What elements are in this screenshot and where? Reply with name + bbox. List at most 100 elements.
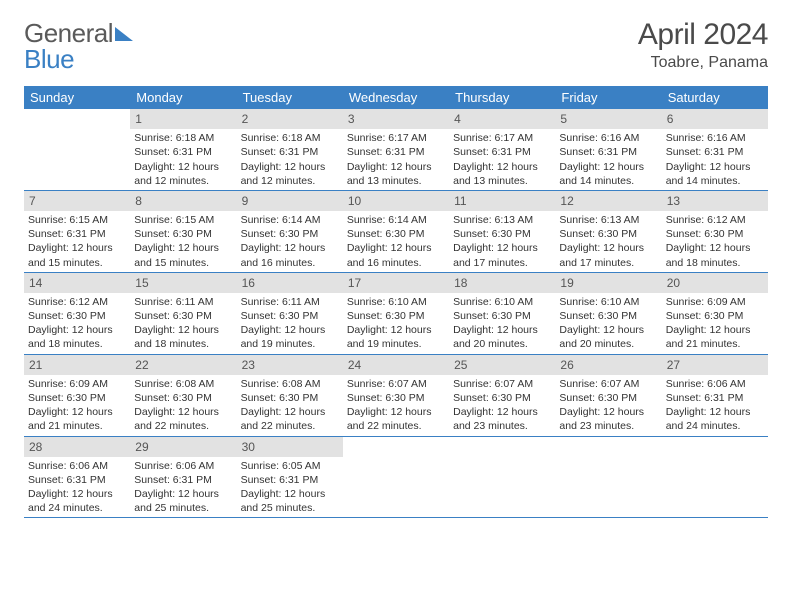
logo-word2: Blue (24, 44, 74, 75)
sunset-text: Sunset: 6:30 PM (134, 391, 232, 405)
sunset-text: Sunset: 6:30 PM (453, 309, 551, 323)
sunset-text: Sunset: 6:30 PM (666, 227, 764, 241)
day-number: 21 (24, 355, 130, 375)
sunrise-text: Sunrise: 6:15 AM (28, 213, 126, 227)
sunrise-text: Sunrise: 6:06 AM (28, 459, 126, 473)
daylight-text: Daylight: 12 hours and 25 minutes. (241, 487, 339, 515)
day-cell (24, 109, 130, 190)
sunset-text: Sunset: 6:30 PM (28, 309, 126, 323)
day-number: 18 (449, 273, 555, 293)
day-cell (662, 437, 768, 518)
day-body: Sunrise: 6:07 AMSunset: 6:30 PMDaylight:… (449, 377, 555, 436)
day-cell: 15Sunrise: 6:11 AMSunset: 6:30 PMDayligh… (130, 273, 236, 354)
day-body: Sunrise: 6:06 AMSunset: 6:31 PMDaylight:… (24, 459, 130, 518)
daylight-text: Daylight: 12 hours and 18 minutes. (666, 241, 764, 269)
day-cell: 1Sunrise: 6:18 AMSunset: 6:31 PMDaylight… (130, 109, 236, 190)
day-cell: 10Sunrise: 6:14 AMSunset: 6:30 PMDayligh… (343, 191, 449, 272)
daylight-text: Daylight: 12 hours and 22 minutes. (347, 405, 445, 433)
sunset-text: Sunset: 6:30 PM (347, 227, 445, 241)
sunrise-text: Sunrise: 6:12 AM (666, 213, 764, 227)
day-body: Sunrise: 6:13 AMSunset: 6:30 PMDaylight:… (449, 213, 555, 272)
sunrise-text: Sunrise: 6:16 AM (666, 131, 764, 145)
sunset-text: Sunset: 6:31 PM (453, 145, 551, 159)
day-body: Sunrise: 6:15 AMSunset: 6:31 PMDaylight:… (24, 213, 130, 272)
day-number: 30 (237, 437, 343, 457)
day-body: Sunrise: 6:07 AMSunset: 6:30 PMDaylight:… (555, 377, 661, 436)
sunset-text: Sunset: 6:31 PM (134, 145, 232, 159)
day-body: Sunrise: 6:05 AMSunset: 6:31 PMDaylight:… (237, 459, 343, 518)
logo-triangle-icon (115, 27, 133, 41)
daylight-text: Daylight: 12 hours and 21 minutes. (28, 405, 126, 433)
day-cell (449, 437, 555, 518)
weekday-fri: Friday (555, 86, 661, 109)
day-number: 1 (130, 109, 236, 129)
daylight-text: Daylight: 12 hours and 25 minutes. (134, 487, 232, 515)
day-body: Sunrise: 6:14 AMSunset: 6:30 PMDaylight:… (343, 213, 449, 272)
day-number: 22 (130, 355, 236, 375)
sunrise-text: Sunrise: 6:09 AM (28, 377, 126, 391)
day-number: 23 (237, 355, 343, 375)
day-body: Sunrise: 6:18 AMSunset: 6:31 PMDaylight:… (237, 131, 343, 190)
day-cell: 7Sunrise: 6:15 AMSunset: 6:31 PMDaylight… (24, 191, 130, 272)
sunrise-text: Sunrise: 6:10 AM (453, 295, 551, 309)
day-cell: 2Sunrise: 6:18 AMSunset: 6:31 PMDaylight… (237, 109, 343, 190)
day-body: Sunrise: 6:09 AMSunset: 6:30 PMDaylight:… (24, 377, 130, 436)
sunset-text: Sunset: 6:31 PM (134, 473, 232, 487)
sunrise-text: Sunrise: 6:06 AM (666, 377, 764, 391)
weeks-container: 1Sunrise: 6:18 AMSunset: 6:31 PMDaylight… (24, 109, 768, 518)
sunrise-text: Sunrise: 6:11 AM (241, 295, 339, 309)
day-cell (555, 437, 661, 518)
daylight-text: Daylight: 12 hours and 18 minutes. (28, 323, 126, 351)
sunset-text: Sunset: 6:30 PM (241, 309, 339, 323)
location: Toabre, Panama (638, 54, 768, 72)
sunrise-text: Sunrise: 6:18 AM (241, 131, 339, 145)
day-number: 13 (662, 191, 768, 211)
sunset-text: Sunset: 6:30 PM (28, 391, 126, 405)
sunrise-text: Sunrise: 6:12 AM (28, 295, 126, 309)
daylight-text: Daylight: 12 hours and 24 minutes. (666, 405, 764, 433)
day-number: 28 (24, 437, 130, 457)
day-body: Sunrise: 6:18 AMSunset: 6:31 PMDaylight:… (130, 131, 236, 190)
daylight-text: Daylight: 12 hours and 13 minutes. (347, 160, 445, 188)
month-title: April 2024 (638, 18, 768, 52)
week-row: 1Sunrise: 6:18 AMSunset: 6:31 PMDaylight… (24, 109, 768, 191)
weekday-mon: Monday (130, 86, 236, 109)
daylight-text: Daylight: 12 hours and 15 minutes. (134, 241, 232, 269)
day-number: 7 (24, 191, 130, 211)
daylight-text: Daylight: 12 hours and 18 minutes. (134, 323, 232, 351)
day-number: 6 (662, 109, 768, 129)
day-cell: 6Sunrise: 6:16 AMSunset: 6:31 PMDaylight… (662, 109, 768, 190)
day-cell: 14Sunrise: 6:12 AMSunset: 6:30 PMDayligh… (24, 273, 130, 354)
day-number: 11 (449, 191, 555, 211)
sunset-text: Sunset: 6:30 PM (666, 309, 764, 323)
day-body: Sunrise: 6:10 AMSunset: 6:30 PMDaylight:… (449, 295, 555, 354)
header: General April 2024 Toabre, Panama (24, 18, 768, 72)
sunrise-text: Sunrise: 6:17 AM (453, 131, 551, 145)
sunrise-text: Sunrise: 6:18 AM (134, 131, 232, 145)
day-body: Sunrise: 6:09 AMSunset: 6:30 PMDaylight:… (662, 295, 768, 354)
daylight-text: Daylight: 12 hours and 12 minutes. (241, 160, 339, 188)
day-cell: 25Sunrise: 6:07 AMSunset: 6:30 PMDayligh… (449, 355, 555, 436)
day-body: Sunrise: 6:10 AMSunset: 6:30 PMDaylight:… (343, 295, 449, 354)
day-body: Sunrise: 6:08 AMSunset: 6:30 PMDaylight:… (237, 377, 343, 436)
daylight-text: Daylight: 12 hours and 14 minutes. (559, 160, 657, 188)
sunset-text: Sunset: 6:30 PM (241, 227, 339, 241)
weekday-sun: Sunday (24, 86, 130, 109)
day-cell: 4Sunrise: 6:17 AMSunset: 6:31 PMDaylight… (449, 109, 555, 190)
sunset-text: Sunset: 6:31 PM (28, 227, 126, 241)
sunset-text: Sunset: 6:30 PM (241, 391, 339, 405)
day-cell: 3Sunrise: 6:17 AMSunset: 6:31 PMDaylight… (343, 109, 449, 190)
day-cell: 30Sunrise: 6:05 AMSunset: 6:31 PMDayligh… (237, 437, 343, 518)
weekday-sat: Saturday (662, 86, 768, 109)
day-number: 19 (555, 273, 661, 293)
day-number: 2 (237, 109, 343, 129)
day-number: 29 (130, 437, 236, 457)
day-body: Sunrise: 6:17 AMSunset: 6:31 PMDaylight:… (449, 131, 555, 190)
day-body: Sunrise: 6:14 AMSunset: 6:30 PMDaylight:… (237, 213, 343, 272)
day-cell: 21Sunrise: 6:09 AMSunset: 6:30 PMDayligh… (24, 355, 130, 436)
sunset-text: Sunset: 6:31 PM (666, 391, 764, 405)
daylight-text: Daylight: 12 hours and 21 minutes. (666, 323, 764, 351)
day-body: Sunrise: 6:11 AMSunset: 6:30 PMDaylight:… (237, 295, 343, 354)
daylight-text: Daylight: 12 hours and 16 minutes. (241, 241, 339, 269)
daylight-text: Daylight: 12 hours and 19 minutes. (347, 323, 445, 351)
